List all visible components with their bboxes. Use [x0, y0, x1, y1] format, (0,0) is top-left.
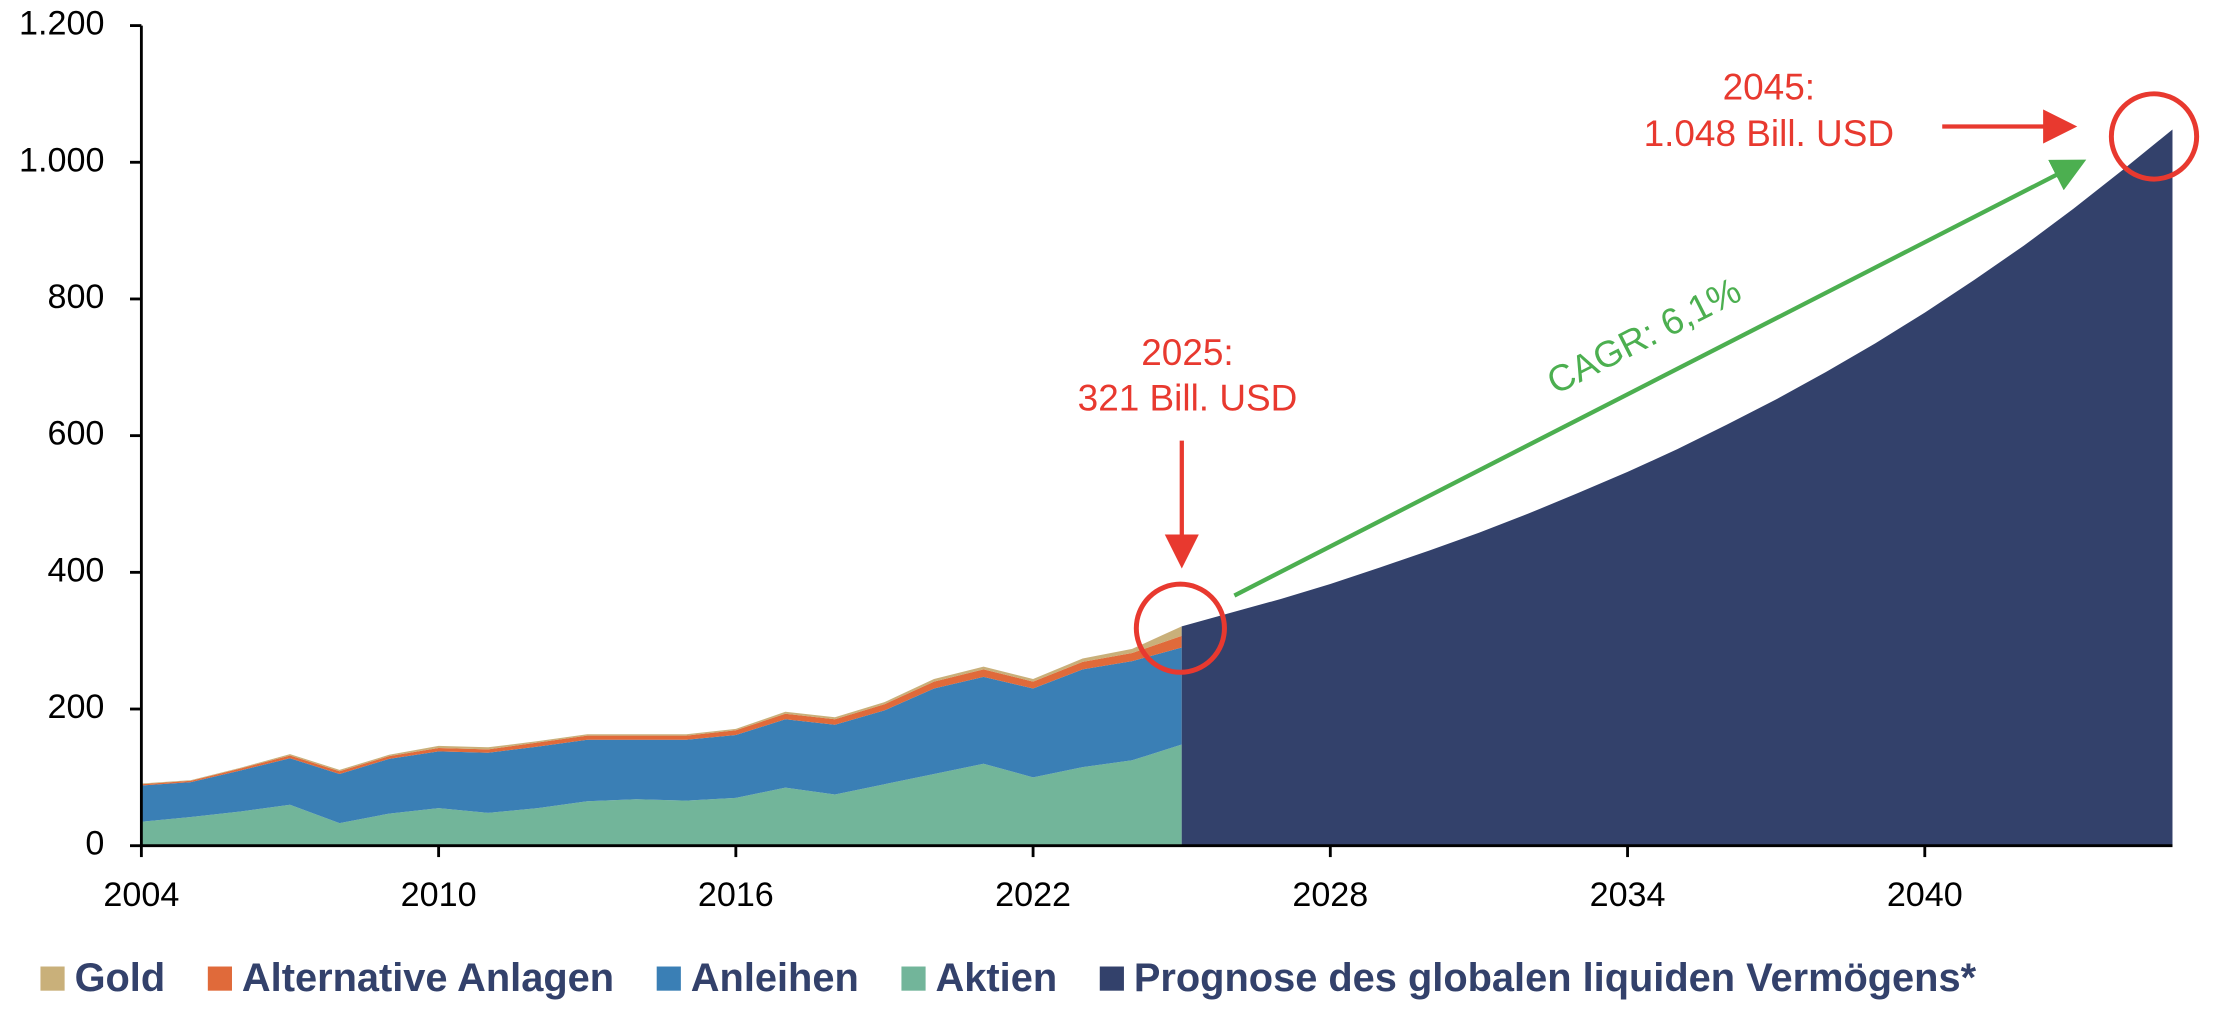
y-tick-label: 600: [47, 415, 104, 453]
y-tick-label: 1.000: [19, 141, 104, 179]
legend-label: Prognose des globalen liquiden Vermögens…: [1134, 956, 1977, 1000]
circle: [1133, 581, 1227, 675]
axes: 0 200 400 600 800 1.000 1.200 2004 2010 2016 2022 2…: [19, 5, 2173, 914]
x-tick-label: 2004: [103, 876, 179, 914]
y-tick-label: 400: [47, 551, 104, 589]
annotation: 2045:: [1723, 66, 1815, 107]
x-tick-label: 2016: [698, 876, 774, 914]
y-tick-label: 0: [85, 825, 104, 863]
annotation: 1.048 Bill. USD: [1644, 113, 1894, 154]
y-tick-label: 1.200: [19, 5, 104, 43]
legend-label: Alternative Anlagen: [242, 956, 614, 1000]
x-tick-label: 2028: [1292, 876, 1368, 914]
area: [1181, 129, 2173, 846]
circle: [2108, 91, 2200, 182]
x-tick-label: 2022: [995, 876, 1071, 914]
area: [141, 744, 1182, 846]
areas: [141, 129, 2173, 846]
x-tick-label: 2040: [1887, 876, 1963, 914]
legend-swatch: [40, 966, 65, 991]
annotation: CAGR: 6,1%: [1540, 270, 1747, 403]
y-tick-label: 200: [47, 688, 104, 726]
area: [141, 647, 1182, 824]
x-tick-label: 2010: [401, 876, 477, 914]
legend-swatch: [901, 966, 926, 991]
legend: Gold Alternative Anlagen Anleihen Aktien Pro…: [40, 956, 1977, 1000]
legend-label: Anleihen: [691, 956, 859, 1000]
annotation: 321 Bill. USD: [1078, 378, 1298, 419]
legend-label: Aktien: [936, 956, 1058, 1000]
legend-swatch: [207, 966, 232, 991]
annotation: 2025:: [1141, 332, 1233, 373]
y-tick-label: 800: [47, 278, 104, 316]
legend-swatch: [1099, 966, 1124, 991]
arrow: [1233, 159, 2087, 598]
legend-label: Gold: [75, 956, 166, 1000]
legend-swatch: [656, 966, 681, 991]
x-tick-label: 2034: [1590, 876, 1666, 914]
